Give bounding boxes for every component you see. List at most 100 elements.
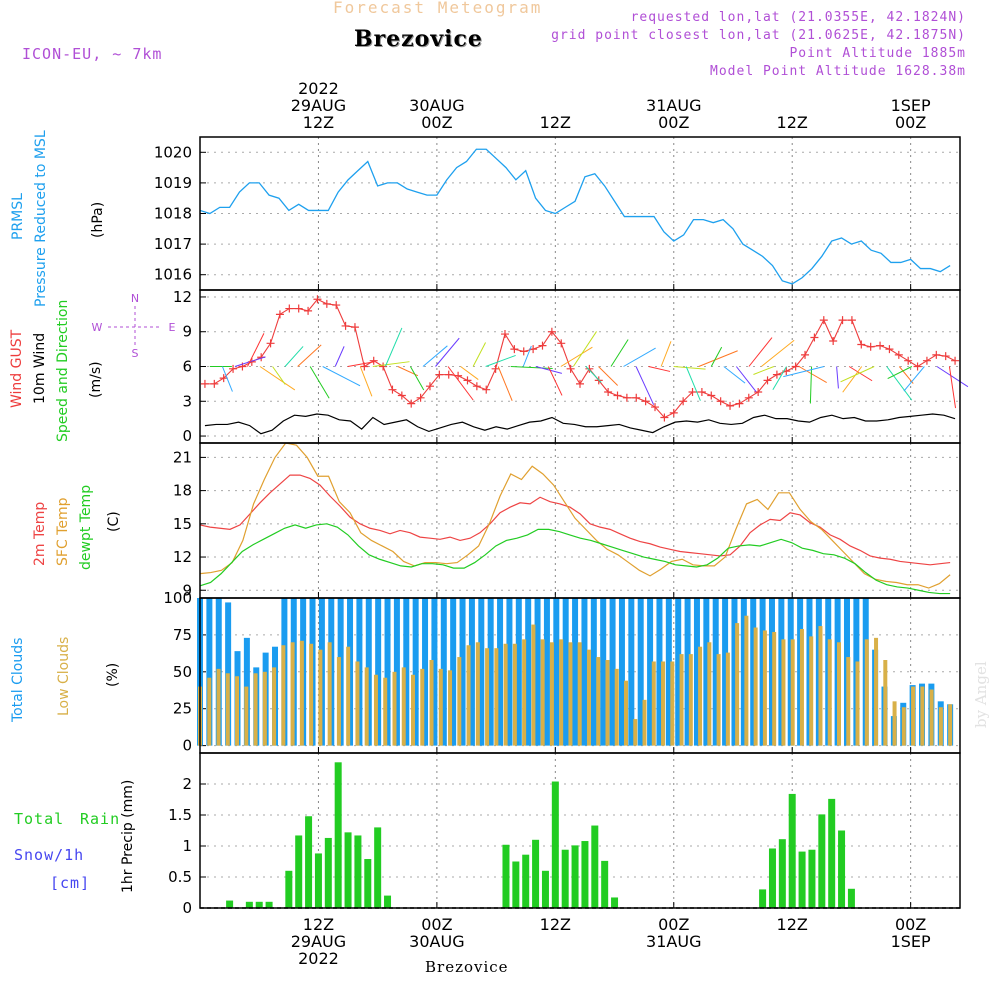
wind-gust-marker	[660, 413, 669, 422]
total-cloud-bar	[637, 598, 644, 746]
wind-gust-marker	[754, 388, 763, 396]
total-cloud-bar	[740, 598, 747, 746]
y-tick-label: 6	[182, 358, 192, 376]
wind-gust-marker	[266, 339, 275, 348]
wind-gust-marker	[866, 342, 875, 351]
low-cloud-bar	[827, 639, 832, 746]
low-cloud-bar	[503, 643, 508, 746]
wind-arrow	[842, 366, 863, 393]
total-cloud-bar	[412, 598, 419, 746]
total-cloud-bar	[759, 598, 766, 746]
low-cloud-bar	[559, 639, 564, 746]
total-cloud-bar	[440, 598, 447, 746]
precip-bar	[226, 900, 234, 908]
wind-gust-marker	[322, 299, 331, 308]
precip-bar	[344, 832, 352, 908]
wind-arrow	[247, 333, 265, 367]
low-cloud-bar	[466, 645, 471, 746]
wind-arrow	[648, 366, 671, 372]
clouds-label-total: Total Clouds	[10, 637, 26, 722]
low-cloud-bar	[522, 639, 527, 746]
low-cloud-bar	[392, 671, 397, 746]
y-tick-label: 0	[182, 899, 192, 917]
low-cloud-bar	[938, 707, 943, 746]
total-cloud-bar	[712, 598, 719, 746]
low-cloud-bar	[309, 643, 314, 746]
wind-arrow	[547, 366, 563, 396]
total-cloud-bar	[497, 598, 504, 746]
time-label-bottom: 1SEP	[891, 932, 931, 951]
total-cloud-bar	[525, 598, 532, 746]
temp-unit: (C)	[106, 511, 122, 532]
wind-arrow	[903, 366, 925, 392]
panel-frame-temperature	[199, 442, 961, 599]
wind-arrow	[560, 346, 593, 367]
precip-bar	[384, 895, 392, 908]
low-cloud-bar	[290, 642, 295, 746]
wind-gust-marker	[613, 391, 622, 400]
precip-bar	[295, 835, 303, 908]
wind-gust-marker	[707, 391, 716, 400]
low-cloud-bar	[799, 629, 804, 746]
wind-gust-marker	[688, 388, 697, 396]
wind-arrow	[572, 331, 597, 367]
low-cloud-bar	[864, 639, 869, 746]
y-tick-label: 25	[173, 700, 192, 718]
low-cloud-bar	[327, 642, 332, 746]
precip-bar	[571, 845, 579, 908]
low-cloud-bar	[410, 674, 415, 746]
low-cloud-bar	[568, 642, 573, 746]
low-cloud-bar	[540, 639, 545, 746]
precip-bar	[265, 901, 273, 908]
wind-gust-marker	[313, 295, 322, 304]
low-cloud-bar	[512, 643, 517, 746]
time-label-bottom: 12Z	[303, 915, 334, 934]
low-cloud-bar	[883, 660, 888, 746]
grid-point-coords: grid point closest lon,lat (21.0625E, 42…	[551, 28, 966, 43]
temp-label-sfc: SFC Temp	[55, 497, 71, 566]
wind-gust-marker	[397, 391, 406, 400]
wind-gust-marker	[219, 374, 228, 383]
wind-arrow	[284, 346, 304, 367]
pressure-label-prmsl: PRMSL	[10, 193, 26, 240]
total-cloud-bar	[750, 598, 757, 746]
wind-arrow	[435, 337, 460, 367]
wind-arrow	[510, 366, 553, 370]
wind-arrow	[772, 366, 787, 391]
temp-2m-line	[199, 474, 951, 566]
wind-arrow	[710, 346, 723, 367]
wind-gust-marker	[857, 340, 866, 349]
wind-gust-marker	[838, 316, 847, 325]
total-cloud-bar	[450, 598, 457, 746]
total-cloud-bar	[684, 598, 691, 746]
total-cloud-bar	[365, 598, 372, 746]
pressure-label-msl: Pressure Reduced to MSL	[33, 130, 49, 307]
y-tick-label: 0	[182, 737, 192, 755]
precip-bar	[838, 830, 846, 908]
time-label-top: 29AUG	[291, 96, 346, 115]
pressure-unit: (hPa)	[90, 201, 106, 238]
precip-bar	[591, 825, 599, 908]
precip-bar	[285, 870, 293, 908]
total-cloud-bar	[618, 598, 625, 746]
total-cloud-bar	[562, 598, 569, 746]
wind-arrow	[635, 366, 655, 405]
wind-gust-marker	[500, 330, 509, 339]
compass-s: S	[132, 347, 139, 360]
time-label-top: 00Z	[895, 113, 926, 132]
wind-gust-marker	[847, 316, 856, 325]
low-cloud-bar	[549, 642, 554, 746]
total-cloud-bar	[422, 598, 429, 746]
low-cloud-bar	[281, 645, 286, 746]
low-cloud-bar	[272, 667, 277, 746]
precip-bar	[798, 851, 806, 908]
wind-arrow	[535, 366, 563, 374]
wind-arrow	[848, 366, 873, 382]
wind-gust-marker	[519, 347, 528, 356]
wind-arrow	[623, 347, 656, 367]
low-cloud-bar	[614, 668, 619, 746]
clouds-label-low: Low Clouds	[56, 636, 72, 716]
wind-gust-marker	[651, 403, 660, 412]
low-cloud-bar	[836, 642, 841, 746]
credit-watermark: by Angel	[972, 661, 990, 728]
